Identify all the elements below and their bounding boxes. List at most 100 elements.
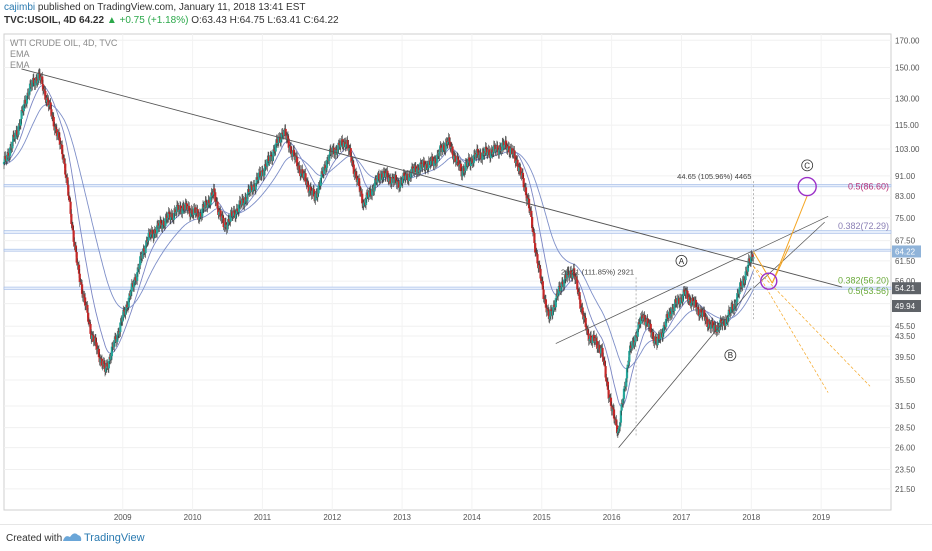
candle-body[interactable] — [638, 323, 642, 325]
candle-body[interactable] — [20, 109, 23, 119]
candle-body[interactable] — [31, 81, 34, 88]
candle-body[interactable] — [493, 145, 496, 147]
candle-body[interactable] — [8, 155, 11, 158]
candle-body[interactable] — [299, 173, 303, 177]
channel-extension-lower[interactable] — [753, 221, 825, 289]
candle-body[interactable] — [458, 165, 461, 167]
candle-body[interactable] — [443, 144, 446, 151]
candle-body[interactable] — [234, 214, 238, 219]
candle-body[interactable] — [571, 271, 574, 278]
candle-body[interactable] — [478, 154, 481, 159]
candle-body[interactable] — [269, 155, 272, 162]
candle-body[interactable] — [51, 115, 55, 118]
candle-body[interactable] — [724, 319, 727, 326]
candle-body[interactable] — [636, 328, 639, 337]
candle-body[interactable] — [727, 309, 730, 318]
candle-body[interactable] — [620, 403, 623, 411]
candle-body[interactable] — [29, 83, 32, 85]
candle-body[interactable] — [279, 139, 283, 143]
candle-body[interactable] — [457, 159, 460, 167]
candle-body[interactable] — [663, 325, 666, 327]
candle-body[interactable] — [271, 156, 274, 161]
candle-body[interactable] — [141, 254, 144, 259]
candle-body[interactable] — [579, 299, 582, 309]
candle-body[interactable] — [625, 378, 628, 387]
candle-body[interactable] — [519, 167, 522, 175]
candle-body[interactable] — [94, 337, 97, 343]
candle-body[interactable] — [259, 171, 262, 177]
candle-body[interactable] — [676, 298, 679, 305]
candle-body[interactable] — [638, 322, 641, 325]
candle-body[interactable] — [424, 165, 427, 171]
candle-body[interactable] — [741, 281, 744, 288]
candle-body[interactable] — [403, 172, 406, 177]
candle-body[interactable] — [311, 190, 314, 195]
candle-body[interactable] — [32, 77, 35, 83]
candle-body[interactable] — [144, 245, 147, 254]
candle-body[interactable] — [567, 271, 570, 277]
candle-body[interactable] — [629, 345, 632, 349]
candle-body[interactable] — [541, 281, 544, 290]
candle-body[interactable] — [28, 83, 32, 92]
candle-body[interactable] — [690, 302, 693, 306]
candle-body[interactable] — [678, 303, 681, 305]
candle-body[interactable] — [475, 154, 478, 157]
candle-body[interactable] — [328, 154, 331, 161]
candle-body[interactable] — [337, 142, 340, 150]
candle-body[interactable] — [491, 152, 495, 155]
candle-body[interactable] — [249, 185, 252, 193]
candle-body[interactable] — [671, 307, 675, 309]
candle-body[interactable] — [97, 348, 101, 358]
candle-body[interactable] — [557, 286, 561, 294]
candle-body[interactable] — [486, 152, 489, 155]
candle-body[interactable] — [350, 156, 353, 163]
candle-body[interactable] — [664, 319, 668, 327]
candle-body[interactable] — [388, 177, 391, 179]
candle-body[interactable] — [304, 173, 307, 182]
candle-body[interactable] — [494, 146, 497, 152]
candle-body[interactable] — [423, 160, 426, 167]
candle-body[interactable] — [549, 309, 552, 317]
candle-body[interactable] — [452, 155, 456, 160]
candle-body[interactable] — [172, 213, 176, 221]
candle-body[interactable] — [633, 342, 636, 346]
candle-body[interactable] — [78, 273, 81, 283]
candle-body[interactable] — [553, 307, 557, 308]
candle-body[interactable] — [136, 272, 139, 281]
candle-body[interactable] — [367, 191, 371, 198]
candle-body[interactable] — [12, 134, 16, 137]
candle-body[interactable] — [164, 218, 167, 226]
candle-body[interactable] — [48, 105, 51, 107]
candle-body[interactable] — [723, 319, 726, 326]
candle-body[interactable] — [208, 199, 211, 203]
candle-body[interactable] — [101, 365, 104, 367]
candle-body[interactable] — [113, 336, 117, 343]
candle-body[interactable] — [69, 201, 72, 214]
candle-body[interactable] — [586, 329, 590, 334]
candle-body[interactable] — [595, 337, 598, 342]
candle-body[interactable] — [476, 148, 479, 153]
candle-body[interactable] — [255, 177, 258, 184]
candle-body[interactable] — [718, 325, 721, 331]
candle-body[interactable] — [416, 168, 419, 175]
candle-body[interactable] — [224, 222, 228, 226]
candle-body[interactable] — [252, 184, 255, 191]
candle-body[interactable] — [492, 145, 495, 153]
candle-body[interactable] — [121, 316, 124, 322]
candle-body[interactable] — [607, 389, 610, 399]
candle-body[interactable] — [265, 166, 268, 168]
long-term-trendline[interactable] — [21, 68, 843, 288]
candle-body[interactable] — [354, 171, 358, 176]
candle-body[interactable] — [358, 178, 361, 186]
candle-body[interactable] — [433, 160, 436, 166]
candle-body[interactable] — [376, 176, 379, 183]
candle-body[interactable] — [38, 73, 42, 80]
candle-body[interactable] — [674, 299, 678, 303]
candle-body[interactable] — [444, 143, 447, 151]
candle-body[interactable] — [479, 152, 482, 159]
candle-body[interactable] — [266, 159, 269, 167]
candle-body[interactable] — [169, 217, 172, 220]
candle-body[interactable] — [503, 144, 506, 148]
candle-body[interactable] — [122, 309, 125, 317]
candle-body[interactable] — [604, 366, 607, 378]
